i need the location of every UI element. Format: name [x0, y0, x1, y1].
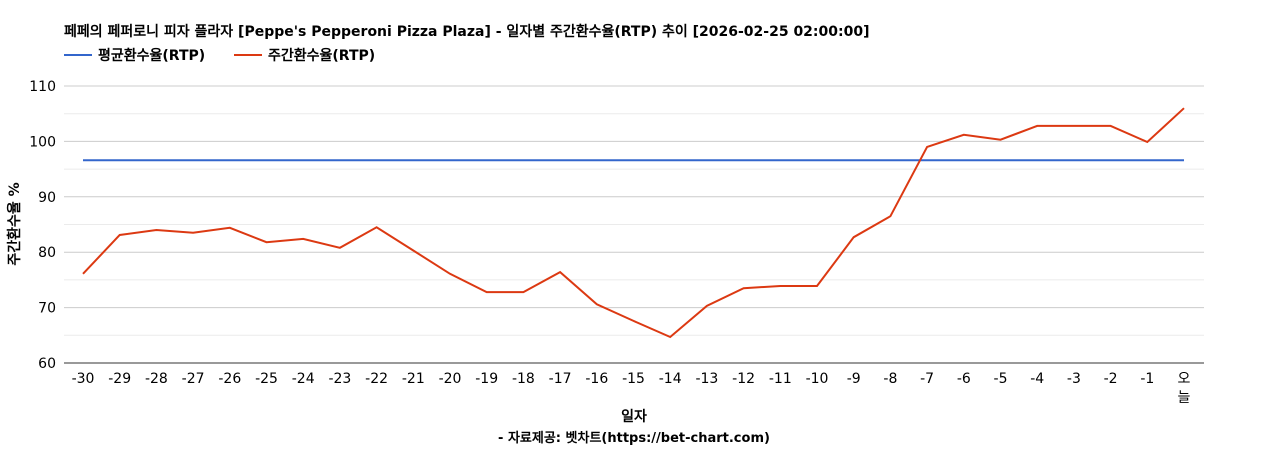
x-tick-label: -15 — [622, 371, 645, 387]
y-tick-label: 70 — [38, 301, 56, 317]
x-tick-label: -3 — [1067, 371, 1081, 387]
x-tick-label: -23 — [328, 371, 351, 387]
y-axis-label: 주간환수율 % — [6, 182, 23, 265]
x-tick-label: -24 — [292, 371, 315, 387]
x-tick-label: -7 — [920, 371, 934, 387]
x-tick-label: -20 — [439, 371, 462, 387]
x-tick-label: -5 — [994, 371, 1008, 387]
x-tick-label: -8 — [883, 371, 897, 387]
y-tick-label: 90 — [38, 190, 56, 206]
x-tick-label: -26 — [218, 371, 241, 387]
y-tick-label: 110 — [29, 79, 56, 95]
x-tick-label: -21 — [402, 371, 425, 387]
x-axis-label: 일자 — [621, 409, 647, 425]
series-line-weekly-rtp — [82, 107, 1185, 339]
x-tick-label: -10 — [806, 371, 829, 387]
y-tick-label: 80 — [38, 245, 56, 261]
x-tick-label: -13 — [695, 371, 718, 387]
legend-label-weekly: 주간환수율(RTP) — [268, 47, 375, 64]
x-tick-label: -14 — [659, 371, 682, 387]
x-tick-label: -1 — [1140, 371, 1154, 387]
legend-label-average: 평균환수율(RTP) — [98, 47, 205, 64]
x-tick-label: -29 — [108, 371, 131, 387]
x-tick-label: -16 — [585, 371, 608, 387]
y-tick-label: 100 — [29, 134, 56, 150]
x-tick-label: -28 — [145, 371, 168, 387]
x-tick-label: -12 — [732, 371, 755, 387]
x-tick-label: -27 — [182, 371, 205, 387]
footer-source: - 자료제공: 벳차트(https://bet-chart.com) — [498, 430, 770, 446]
x-tick-label: 오 — [1178, 371, 1191, 387]
x-tick-label: -11 — [769, 371, 792, 387]
x-tick-label: -22 — [365, 371, 388, 387]
x-tick-label: -6 — [957, 371, 971, 387]
legend: 평균환수율(RTP) 주간환수율(RTP) — [64, 47, 375, 64]
x-tick-label: 늘 — [1178, 390, 1191, 406]
x-tick-label: -25 — [255, 371, 278, 387]
x-tick-label: -9 — [847, 371, 861, 387]
chart-title: 페페의 페퍼로니 피자 플라자 [Peppe's Pepperoni Pizza… — [64, 23, 869, 40]
y-tick-label: 60 — [38, 356, 56, 372]
x-tick-label: -30 — [72, 371, 95, 387]
x-tick-label: -4 — [1030, 371, 1044, 387]
x-tick-label: -2 — [1104, 371, 1118, 387]
x-tick-label: -18 — [512, 371, 535, 387]
x-tick-label: -19 — [475, 371, 498, 387]
x-tick-label: -17 — [549, 371, 572, 387]
